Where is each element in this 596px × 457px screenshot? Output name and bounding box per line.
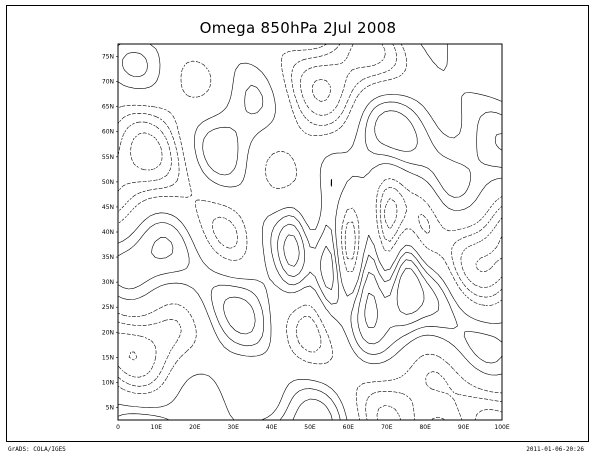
lat-tick-label: 5N [106,404,114,411]
lon-tick-label: 40E [266,424,278,431]
negative-contour [117,43,503,421]
lat-tick-label: 30N [102,279,114,286]
lon-tick-label: 10E [151,424,163,431]
lat-tick-label: 15N [102,354,114,361]
lat-tick-label: 45N [102,204,114,211]
positive-contour [283,234,425,328]
lon-tick-label: 80E [419,424,431,431]
positive-contour [151,110,503,421]
negative-contour [117,43,503,421]
longitude-labels: 0 10E 20E 30E 40E 50E 60E 70E 80E 90E 100E [116,424,510,431]
lat-tick-label: 70N [102,79,114,86]
positive-contour [117,52,503,421]
lat-tick-label: 25N [102,304,114,311]
lon-tick-label: 70E [381,424,393,431]
lat-tick-label: 75N [102,54,114,61]
lon-tick-label: 50E [304,424,316,431]
timestamp: 2011-01-06-20:26 [526,446,584,453]
lat-tick-label: 20N [102,329,114,336]
lat-tick-label: 55N [102,154,114,161]
lat-tick-label: 65N [102,104,114,111]
lon-tick-label: 0 [116,424,120,431]
lon-tick-label: 60E [343,424,355,431]
lon-tick-label: 100E [494,424,509,431]
map-title: Omega 850hPa 2Jul 2008 [199,19,397,37]
latitude-labels: 5N 10N 15N 20N 25N 30N 35N 40N 45N 50N 55N 60N 65N 70… [102,54,118,411]
lat-tick-label: 60N [102,129,114,136]
lat-tick-label: 35N [102,254,114,261]
lat-tick-label: 50N [102,179,114,186]
positive-contour [117,43,503,421]
negative-contour [128,79,503,361]
lat-tick-label: 40N [102,229,114,236]
lon-tick-label: 20E [189,424,201,431]
lon-tick-label: 30E [227,424,239,431]
figure-frame [6,5,589,442]
grads-credit: GrADS: COLA/IGES [8,446,66,453]
negative-contour [117,43,503,421]
lon-tick-label: 90E [458,424,470,431]
contour-lines [117,43,503,421]
lat-tick-label: 10N [102,379,114,386]
